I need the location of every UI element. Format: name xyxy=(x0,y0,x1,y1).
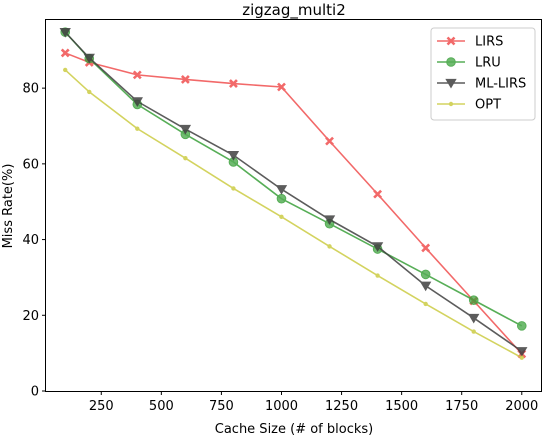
data-point-opt xyxy=(279,214,284,220)
x-tick-label: 250 xyxy=(89,399,114,414)
legend-item-opt xyxy=(437,101,465,107)
data-point-ml-lirs xyxy=(516,347,528,357)
y-tick-label: 20 xyxy=(22,309,39,324)
y-tick-label: 60 xyxy=(22,157,39,172)
x-axis: 250 500 750 1000 1250 1500 1750 2000 xyxy=(89,391,538,414)
data-point-ml-lirs xyxy=(179,124,192,135)
y-axis: 0 20 40 60 80 xyxy=(22,82,46,400)
legend-marker xyxy=(446,57,456,67)
legend-item-lru xyxy=(437,57,465,67)
legend-label: ML-LIRS xyxy=(475,77,526,92)
data-point-ml-lirs xyxy=(323,215,336,226)
data-point-opt xyxy=(471,329,476,334)
series-opt xyxy=(63,67,524,360)
data-point-lirs xyxy=(277,82,286,92)
x-tick-label: 1250 xyxy=(325,399,358,414)
data-point-opt xyxy=(63,67,68,73)
data-point-lirs xyxy=(373,189,383,199)
data-point-opt xyxy=(375,273,380,278)
chart-title: zigzag_multi2 xyxy=(242,1,346,20)
y-tick-label: 0 xyxy=(31,385,39,400)
legend-label: LIRS xyxy=(475,35,503,50)
x-axis-label: Cache Size (# of blocks) xyxy=(215,422,373,435)
legend-marker xyxy=(446,36,456,46)
legend-marker xyxy=(445,78,457,89)
legend-label: LRU xyxy=(475,56,501,71)
legend-item-lirs xyxy=(437,36,465,46)
data-point-lirs xyxy=(132,70,142,80)
data-point-opt xyxy=(519,355,524,360)
data-point-ml-lirs xyxy=(227,151,240,161)
series-layer xyxy=(59,27,528,360)
data-point-opt xyxy=(135,126,140,131)
y-tick-label: 40 xyxy=(22,233,39,248)
data-point-lirs xyxy=(325,136,334,146)
series-ml-lirs xyxy=(59,28,528,357)
data-point-opt xyxy=(423,301,428,307)
x-tick-label: 500 xyxy=(149,399,174,414)
data-point-lru xyxy=(468,295,479,305)
data-point-lru xyxy=(420,269,431,280)
legend-box xyxy=(430,27,536,121)
data-point-ml-lirs xyxy=(468,313,480,324)
x-tick-label: 750 xyxy=(209,399,234,414)
data-point-lirs xyxy=(180,75,190,84)
data-point-ml-lirs xyxy=(83,53,95,64)
data-point-ml-lirs xyxy=(275,185,288,195)
legend: LIRS LRU ML-LIRS OPT xyxy=(430,27,536,121)
x-tick-label: 1000 xyxy=(265,399,298,414)
data-point-ml-lirs xyxy=(59,28,71,38)
data-point-lirs xyxy=(229,79,238,89)
data-point-ml-lirs xyxy=(131,97,143,107)
legend-item-ml-lirs xyxy=(437,78,465,89)
data-point-lirs xyxy=(421,243,431,253)
y-axis-label: Miss Rate(%) xyxy=(1,164,16,249)
data-point-ml-lirs xyxy=(419,281,432,292)
data-point-lru xyxy=(516,321,527,331)
x-tick-label: 1500 xyxy=(385,399,418,414)
legend-marker xyxy=(448,101,454,107)
y-tick-label: 80 xyxy=(22,82,39,97)
data-point-ml-lirs xyxy=(371,242,384,252)
data-point-opt xyxy=(327,244,332,249)
data-point-opt xyxy=(183,155,188,161)
x-tick-label: 2000 xyxy=(505,399,538,414)
x-tick-label: 1750 xyxy=(445,399,478,414)
data-point-lirs xyxy=(60,48,70,58)
data-point-opt xyxy=(231,186,236,191)
data-point-lru xyxy=(276,193,287,204)
data-point-opt xyxy=(87,89,92,95)
legend-label: OPT xyxy=(475,98,501,113)
